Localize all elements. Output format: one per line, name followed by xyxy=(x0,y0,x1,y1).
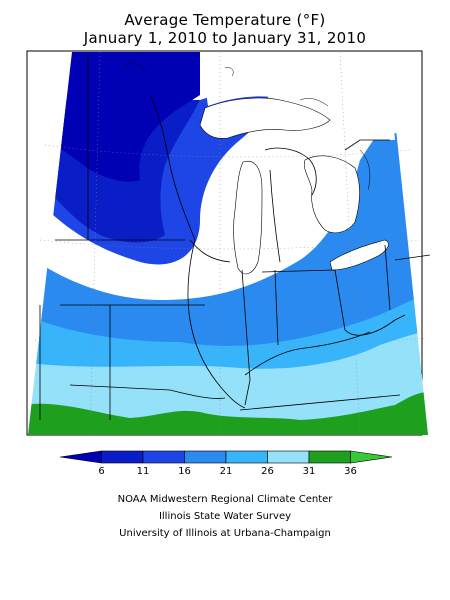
credit-line-3: University of Illinois at Urbana-Champai… xyxy=(119,528,331,539)
color-legend: 6 11 16 21 26 31 36 xyxy=(59,450,393,477)
legend-tick-36: 36 xyxy=(344,466,357,477)
legend-swatch-0 xyxy=(59,450,102,464)
canada-region xyxy=(200,52,395,140)
map-date-range: January 1, 2010 to January 31, 2010 xyxy=(83,29,367,47)
legend-swatch-5 xyxy=(267,450,310,464)
legend-tick-11: 11 xyxy=(137,466,150,477)
legend-swatch-1 xyxy=(101,450,144,464)
lake-huron xyxy=(304,155,360,234)
band-16-21 xyxy=(28,130,428,346)
legend-tick-6: 6 xyxy=(98,466,104,477)
legend-tick-26: 26 xyxy=(261,466,274,477)
state-borders xyxy=(39,55,431,420)
credit-line-1: NOAA Midwestern Regional Climate Center xyxy=(117,494,333,505)
credit-line-2: Illinois State Water Survey xyxy=(158,511,292,522)
band-31-36 xyxy=(28,392,428,435)
lake-michigan xyxy=(233,160,263,275)
legend-swatch-7 xyxy=(350,450,393,464)
lake-erie xyxy=(329,239,389,271)
lake-superior xyxy=(199,97,331,139)
contour-fill-layer xyxy=(28,52,428,435)
legend-swatch-2 xyxy=(142,450,185,464)
legend-swatch-3 xyxy=(184,450,227,464)
north-coast-detail xyxy=(124,62,371,191)
map-title: Average Temperature (°F) xyxy=(124,11,326,29)
graticule xyxy=(34,51,426,436)
legend-tick-31: 31 xyxy=(303,466,316,477)
legend-swatch-6 xyxy=(308,450,351,464)
legend-tick-21: 21 xyxy=(220,466,233,477)
band-21-26 xyxy=(28,290,428,369)
legend-tick-16: 16 xyxy=(178,466,191,477)
legend-swatch-4 xyxy=(225,450,268,464)
